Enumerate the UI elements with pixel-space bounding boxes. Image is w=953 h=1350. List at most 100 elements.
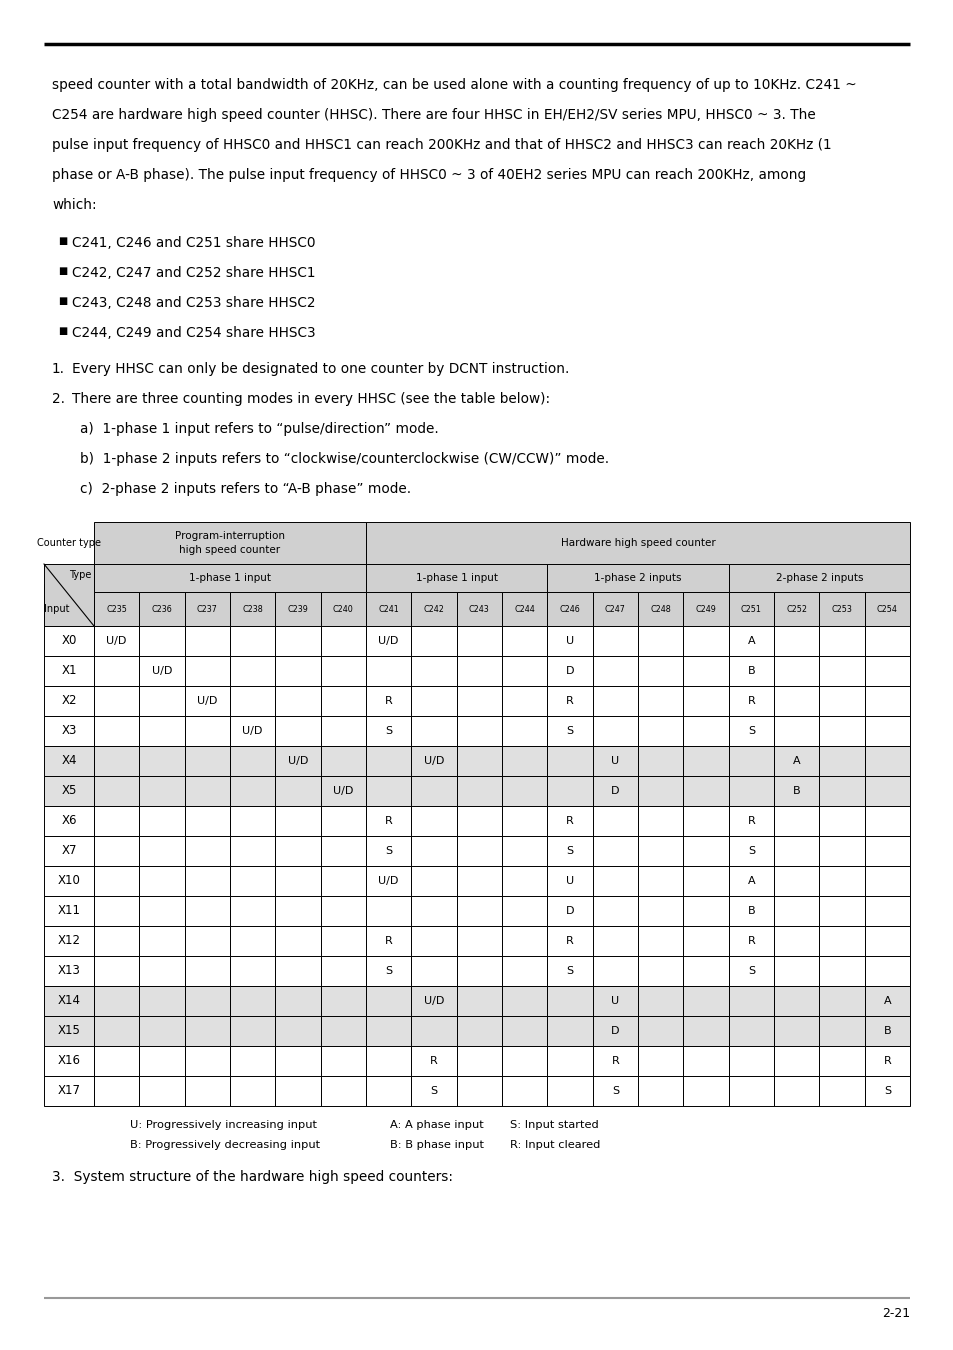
Bar — [275, 865, 320, 896]
Text: D: D — [611, 1026, 618, 1035]
Bar — [728, 776, 773, 806]
Bar — [638, 836, 682, 865]
Bar — [185, 593, 230, 626]
Bar — [139, 865, 185, 896]
Bar — [682, 1017, 728, 1046]
Text: phase or A-B phase). The pulse input frequency of HHSC0 ~ 3 of 40EH2 series MPU : phase or A-B phase). The pulse input fre… — [52, 167, 805, 182]
Bar — [94, 836, 139, 865]
Bar — [94, 1076, 139, 1106]
Bar — [230, 686, 275, 716]
Text: R: R — [565, 936, 574, 946]
Text: C240: C240 — [333, 605, 354, 613]
Bar — [819, 593, 863, 626]
Bar — [139, 1076, 185, 1106]
Bar — [44, 956, 94, 986]
Bar — [275, 593, 320, 626]
Text: S: S — [747, 726, 754, 736]
Text: X3: X3 — [61, 725, 76, 737]
Bar — [275, 747, 320, 776]
Bar — [275, 836, 320, 865]
Bar — [728, 686, 773, 716]
Text: U/D: U/D — [423, 756, 444, 765]
Bar — [230, 926, 275, 956]
Bar — [185, 716, 230, 747]
Bar — [682, 986, 728, 1017]
Text: X10: X10 — [57, 875, 80, 887]
Bar — [682, 836, 728, 865]
Bar — [501, 776, 547, 806]
Bar — [366, 865, 411, 896]
Bar — [728, 716, 773, 747]
Bar — [456, 1076, 501, 1106]
Bar — [275, 926, 320, 956]
Bar — [773, 747, 819, 776]
Bar — [773, 896, 819, 926]
Bar — [44, 1046, 94, 1076]
Bar — [320, 956, 366, 986]
Bar — [592, 1076, 638, 1106]
Bar — [682, 806, 728, 836]
Bar — [275, 656, 320, 686]
Bar — [139, 686, 185, 716]
Bar — [728, 656, 773, 686]
Text: C242: C242 — [423, 605, 444, 613]
Bar — [366, 896, 411, 926]
Bar — [366, 806, 411, 836]
Text: S: S — [430, 1085, 437, 1096]
Text: 1-phase 1 input: 1-phase 1 input — [416, 572, 497, 583]
Bar — [592, 686, 638, 716]
Bar — [501, 865, 547, 896]
Text: B: B — [747, 666, 755, 676]
Bar — [773, 865, 819, 896]
Text: B: B — [792, 786, 800, 796]
Bar — [366, 956, 411, 986]
Bar — [638, 593, 682, 626]
Text: C237: C237 — [196, 605, 217, 613]
Bar — [863, 1076, 909, 1106]
Bar — [185, 686, 230, 716]
Bar — [320, 686, 366, 716]
Bar — [819, 896, 863, 926]
Bar — [773, 593, 819, 626]
Bar — [863, 1017, 909, 1046]
Text: Input: Input — [44, 603, 70, 614]
Bar — [411, 776, 456, 806]
Bar — [819, 776, 863, 806]
Bar — [185, 836, 230, 865]
Text: C243: C243 — [469, 605, 489, 613]
Bar — [275, 686, 320, 716]
Bar — [275, 1017, 320, 1046]
Bar — [592, 986, 638, 1017]
Bar — [819, 1076, 863, 1106]
Bar — [230, 656, 275, 686]
Bar — [456, 896, 501, 926]
Bar — [592, 896, 638, 926]
Text: b)  1-phase 2 inputs refers to “clockwise/counterclockwise (CW/CCW)” mode.: b) 1-phase 2 inputs refers to “clockwise… — [80, 452, 608, 466]
Bar — [366, 926, 411, 956]
Text: ■: ■ — [58, 266, 67, 275]
Text: C238: C238 — [242, 605, 263, 613]
Bar — [94, 522, 366, 564]
Bar — [320, 1076, 366, 1106]
Bar — [411, 1017, 456, 1046]
Text: C244, C249 and C254 share HHSC3: C244, C249 and C254 share HHSC3 — [71, 325, 315, 340]
Bar — [185, 956, 230, 986]
Text: C239: C239 — [287, 605, 308, 613]
Text: X4: X4 — [61, 755, 76, 768]
Bar — [94, 986, 139, 1017]
Bar — [728, 896, 773, 926]
Bar — [320, 1017, 366, 1046]
Bar — [320, 776, 366, 806]
Bar — [185, 776, 230, 806]
Text: B: B — [882, 1026, 890, 1035]
Bar — [501, 986, 547, 1017]
Text: A: A — [747, 876, 755, 886]
Bar — [94, 747, 139, 776]
Bar — [773, 956, 819, 986]
Bar — [456, 776, 501, 806]
Bar — [728, 926, 773, 956]
Bar — [185, 865, 230, 896]
Bar — [44, 865, 94, 896]
Bar — [592, 656, 638, 686]
Text: R: R — [384, 936, 392, 946]
